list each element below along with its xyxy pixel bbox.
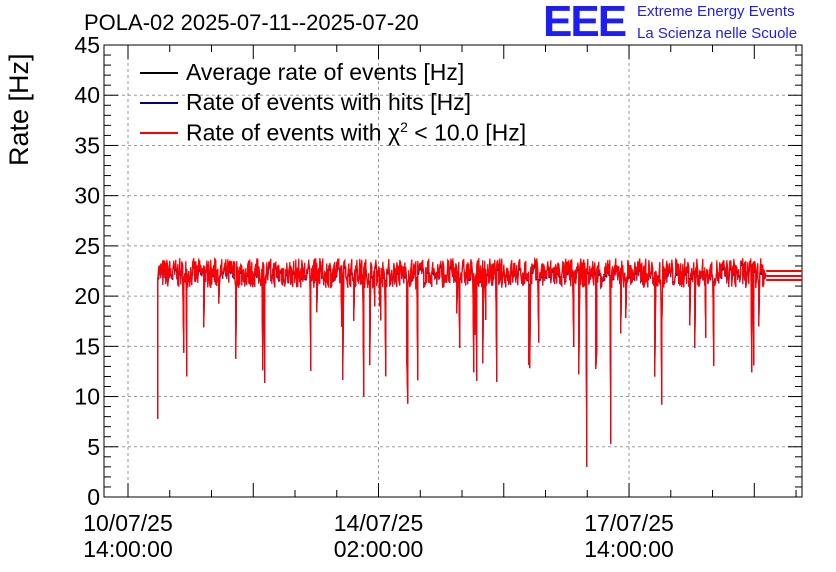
y-tick-label: 40 [74,82,100,108]
y-tick-label: 20 [74,283,100,309]
legend-chi2-prefix: Rate of events with χ [186,119,401,146]
chart-title: POLA-02 2025-07-11--2025-07-20 [84,10,419,35]
x-tick-label-time: 14:00:00 [584,536,674,562]
eee-logo: EEE [543,0,627,46]
series-average-line [157,259,767,467]
x-tick-label-date: 14/07/25 [334,510,424,536]
legend-swatch-blue [140,102,178,104]
y-tick-label: 35 [74,132,100,158]
x-tick-label-date: 10/07/25 [83,510,173,536]
eee-tagline-2: La Scienza nelle Scuole [637,25,798,42]
legend-swatch-black [140,72,178,74]
series-hits-line [157,261,767,467]
eee-tagline-1: Extreme Energy Events [637,3,795,20]
x-tick-label-time: 02:00:00 [334,536,424,562]
legend-chi2-suffix: < 10.0 [Hz] [407,119,527,146]
legend-label-hits: Rate of events with hits [Hz] [186,89,472,115]
y-tick-label: 15 [74,333,100,359]
y-axis-label: Rate [Hz] [4,53,34,166]
x-tick-label-time: 14:00:00 [83,536,173,562]
series-chi2-line [157,256,767,467]
y-tick-label: 5 [87,434,100,460]
x-tick-label-date: 17/07/25 [584,510,674,536]
legend-label-average: Average rate of events [Hz] [186,59,465,85]
y-tick-label: 0 [87,484,100,510]
y-tick-label: 10 [74,384,100,410]
y-tick-label: 45 [74,32,100,58]
y-tick-label: 30 [74,183,100,209]
y-tick-label: 25 [74,233,100,259]
legend-label-chi2: Rate of events with χ2 < 10.0 [Hz] [186,119,526,147]
legend-swatch-red [140,132,178,134]
legend-chi2-superscript: 2 [400,119,408,135]
